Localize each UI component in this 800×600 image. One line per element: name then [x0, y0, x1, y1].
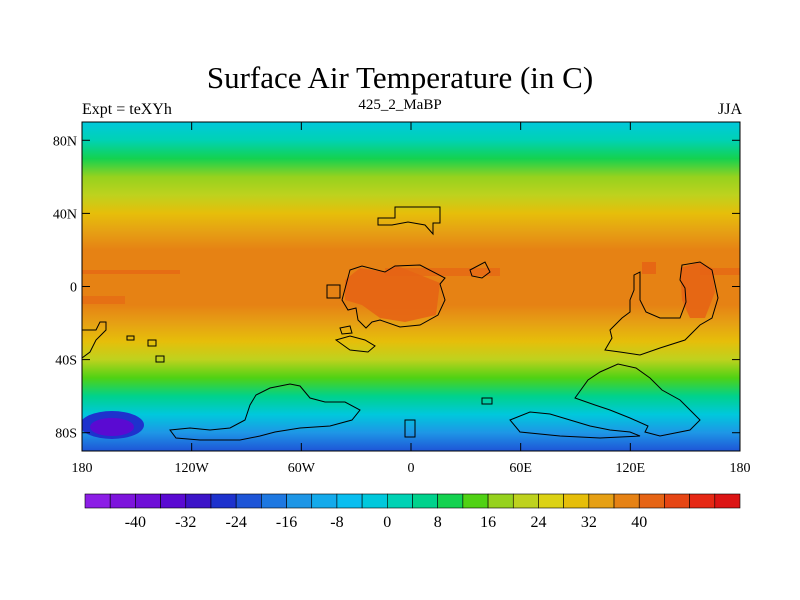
coastline-north-continent: [377, 206, 441, 236]
lat-tick-label: 80S: [55, 427, 77, 442]
colorbar-box: [387, 493, 413, 509]
coastline-west-edge: [82, 321, 107, 359]
coastline-central-continent: [341, 264, 446, 329]
colorbar-label: -40: [125, 514, 146, 531]
longitude-ticks: 180 120W 60W 0 60E 120E 180: [72, 122, 751, 476]
hot-strip-west: [82, 270, 180, 274]
lon-tick-label: 60E: [509, 461, 532, 476]
coastline-east-continent: [604, 261, 719, 356]
lon-tick-label: 120E: [616, 461, 646, 476]
coastline-islet-3: [155, 355, 165, 363]
coastline-south-continent: [169, 383, 361, 441]
colorbar-box: [563, 493, 590, 509]
lat-tick-label: 40S: [55, 354, 77, 369]
colorbar-label: 16: [480, 514, 496, 531]
coastline-islet-1: [126, 335, 135, 341]
season-label: JJA: [717, 101, 742, 118]
case-label: 425_2_MaBP: [358, 97, 442, 113]
experiment-label: Expt = teXYh: [82, 101, 172, 118]
colorbar-box: [311, 493, 338, 509]
hot-spot-small: [642, 262, 656, 274]
colorbar-box: [638, 493, 665, 509]
coastline-southeast-continent: [574, 363, 701, 437]
colorbar-box: [664, 493, 690, 509]
lat-tick-label: 80N: [53, 134, 77, 149]
colorbar-label: 32: [581, 514, 597, 531]
lon-tick-label: 60W: [288, 461, 316, 476]
colorbar-box: [210, 493, 237, 509]
colorbar-box: [689, 493, 716, 509]
lat-tick-label: 0: [70, 281, 77, 296]
colorbar-label: 0: [383, 514, 391, 531]
coastline-south-island-b: [481, 397, 493, 405]
hot-spot-east: [680, 262, 715, 318]
colorbar-box: [437, 493, 464, 509]
coastline-islet-2: [147, 339, 157, 347]
cold-core-inner: [90, 418, 134, 436]
colorbar-box: [185, 493, 212, 509]
hot-strip-east: [700, 268, 740, 275]
coastline-antarctic-ridge: [509, 411, 641, 439]
lon-tick-label: 0: [408, 461, 415, 476]
colorbar-box: [84, 493, 111, 509]
colorbar-box: [361, 493, 388, 509]
colorbar-box: [613, 493, 640, 509]
lon-tick-label: 120W: [175, 461, 210, 476]
plot-title: Surface Air Temperature (in C): [206, 60, 594, 95]
colorbar-label: -16: [276, 514, 297, 531]
coastline-island-b: [326, 284, 341, 299]
colorbar-box: [714, 493, 741, 509]
coastline-south-island-a: [404, 419, 416, 438]
colorbar-box: [538, 493, 564, 509]
lon-tick-label: 180: [72, 461, 93, 476]
colorbar-label: 40: [631, 514, 647, 531]
latitude-ticks: 80N 40N 0 40S 80S: [53, 134, 740, 442]
colorbar-box: [487, 493, 514, 509]
lat-tick-label: 40N: [53, 207, 77, 222]
colorbar-box: [261, 493, 287, 509]
coastline-island-a: [469, 261, 491, 279]
colorbar-box: [160, 493, 187, 509]
coastline-island-c: [339, 325, 353, 335]
colorbar-box: [109, 493, 136, 509]
colorbar-label: 24: [530, 514, 546, 531]
colorbar-box: [512, 493, 539, 509]
colorbar: -40 -32 -24 -16 -8 0 8 16 24 32 40: [84, 493, 741, 531]
colorbar-label: -8: [330, 514, 343, 531]
hot-spot-africa: [345, 265, 440, 322]
coastlines: [82, 206, 719, 441]
colorbar-box: [412, 493, 438, 509]
colorbar-box: [336, 493, 363, 509]
colorbar-label: -32: [175, 514, 196, 531]
lon-tick-label: 180: [730, 461, 751, 476]
colorbar-box: [462, 493, 489, 509]
colorbar-box: [286, 493, 313, 509]
colorbar-box: [235, 493, 262, 509]
coastline-small-south: [334, 335, 376, 353]
cold-spots: [82, 411, 144, 439]
hot-spots: [82, 262, 740, 322]
hot-strip-center: [385, 268, 500, 276]
colorbar-label: 8: [434, 514, 442, 531]
colorbar-box: [588, 493, 615, 509]
colorbar-label: -24: [225, 514, 246, 531]
colorbar-box: [135, 493, 161, 509]
hot-strip-sw: [82, 296, 125, 304]
map-plot-area: [82, 122, 740, 451]
